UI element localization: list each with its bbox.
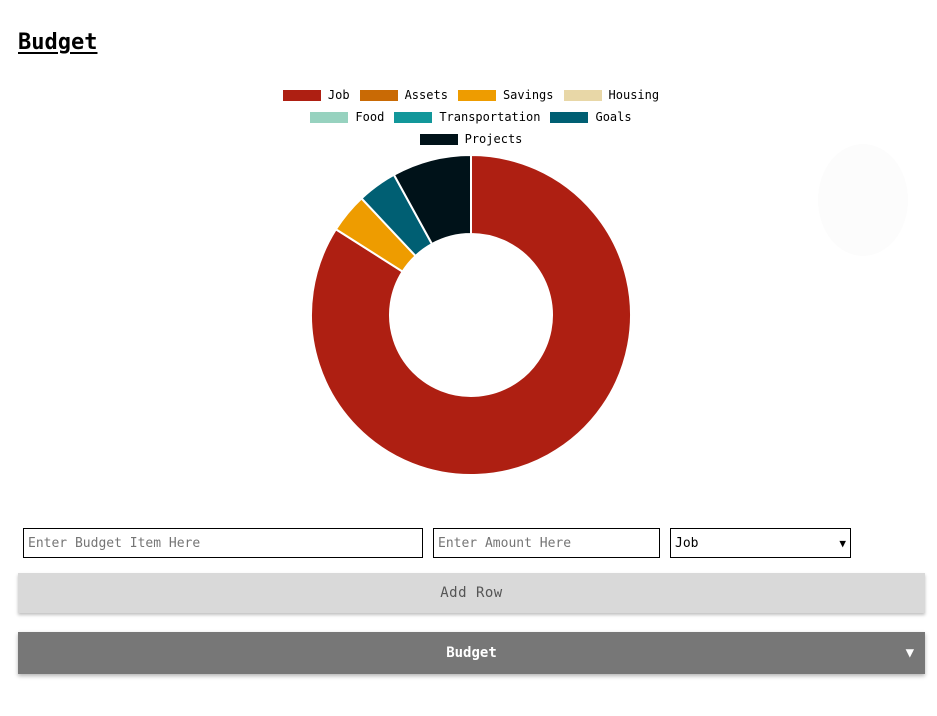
slice-projects[interactable] — [392, 153, 472, 246]
legend-label: Projects — [464, 132, 523, 146]
add-row-button[interactable]: Add Row — [18, 573, 925, 613]
legend-item-goals[interactable]: Goals — [550, 110, 632, 124]
budget-item-input[interactable] — [23, 528, 423, 558]
legend-item-savings[interactable]: Savings — [457, 88, 554, 102]
legend-label: Goals — [595, 110, 632, 124]
legend-label: Housing — [608, 88, 660, 102]
legend-swatch — [359, 89, 398, 101]
accordion-title: Budget — [446, 645, 497, 661]
chevron-down-icon: ▼ — [839, 536, 846, 550]
budget-accordion-header[interactable]: Budget ▼ — [18, 632, 925, 674]
legend-label: Assets — [404, 88, 448, 102]
legend-label: Transportation — [439, 110, 541, 124]
slice-job[interactable] — [310, 153, 632, 476]
chart-legend: Job Assets Savings Housing Food Transportati… — [0, 84, 937, 150]
legend-row-2: Food Transportation Goals — [0, 106, 937, 128]
legend-swatch — [550, 111, 589, 123]
legend-swatch — [419, 133, 458, 145]
budget-doughnut-chart[interactable] — [290, 134, 652, 496]
category-select[interactable]: Job ▼ — [670, 528, 851, 558]
legend-row-3: Projects — [0, 128, 937, 150]
legend-row-1: Job Assets Savings Housing — [0, 84, 937, 106]
legend-item-food[interactable]: Food — [310, 110, 384, 124]
legend-swatch — [563, 89, 602, 101]
legend-label: Job — [327, 88, 350, 102]
legend-item-assets[interactable]: Assets — [359, 88, 448, 102]
legend-label: Food — [355, 110, 385, 124]
add-row-label: Add Row — [440, 585, 503, 601]
faint-decoration — [818, 144, 908, 256]
legend-swatch — [310, 111, 349, 123]
triangle-down-icon[interactable]: ▼ — [905, 645, 914, 661]
legend-item-housing[interactable]: Housing — [563, 88, 660, 102]
legend-swatch — [457, 89, 496, 101]
legend-label: Savings — [502, 88, 554, 102]
legend-swatch — [394, 111, 433, 123]
legend-swatch — [282, 89, 321, 101]
legend-item-job[interactable]: Job — [282, 88, 350, 102]
page-title: Budget — [18, 30, 98, 55]
legend-item-transportation[interactable]: Transportation — [394, 110, 540, 124]
category-select-value: Job — [675, 535, 699, 551]
amount-input[interactable] — [433, 528, 660, 558]
legend-item-projects[interactable]: Projects — [419, 132, 523, 146]
